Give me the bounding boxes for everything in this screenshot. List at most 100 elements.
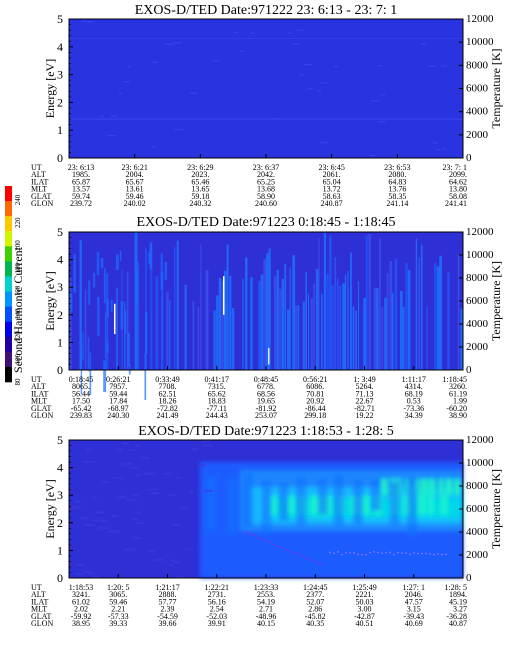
ephemeris-value: 2.39 [161, 605, 175, 614]
spectrogram-cell [377, 65, 382, 67]
ephemeris-value: 240.30 [107, 411, 129, 420]
spectrogram-cell [239, 50, 244, 52]
spectrogram-cell [93, 272, 96, 288]
ephemeris-value: 7315. [208, 382, 226, 391]
ephemeris-value: 47.57 [405, 597, 423, 606]
spectrogram-area [69, 232, 463, 400]
spectrogram-cell [297, 305, 300, 370]
spectrogram-cell [365, 235, 368, 370]
spectrogram-dot [389, 551, 391, 554]
ephemeris-value: 40.35 [306, 619, 324, 628]
spectrogram-cell [139, 456, 150, 459]
spectrogram-cell [73, 254, 76, 293]
ephemeris-value: 1:18:45 [443, 375, 467, 384]
ephemeris-value: 39.33 [109, 619, 127, 628]
colorbar-swatch [5, 246, 12, 262]
spectrogram-cell [329, 235, 332, 370]
spectrogram-dot [244, 531, 246, 534]
colorbar-swatch [5, 291, 12, 307]
spectrogram-cell [129, 448, 136, 451]
y2-tick-label: 8000 [466, 272, 489, 284]
spectrogram-cell [436, 266, 440, 370]
spectrogram-cell [258, 281, 261, 370]
colorbar-tick-label: 80 [14, 378, 22, 386]
ephemeris-value: 59.46 [109, 597, 127, 606]
ephemeris-value: 39.66 [159, 619, 177, 628]
spectrogram-cell [95, 511, 104, 514]
spectrogram-cell [70, 506, 81, 509]
y2-tick-label: 6000 [466, 83, 489, 95]
spectrogram-cell [226, 244, 229, 370]
spectrogram-cell [99, 116, 104, 118]
ephemeris-row-label: GLAT [31, 612, 52, 621]
spectrogram-cell [326, 273, 329, 370]
spectrogram-spike [114, 303, 116, 335]
spectrogram-cell [135, 444, 141, 447]
ephemeris-value: 17.84 [109, 397, 127, 406]
ephemeris-value: 0:33:49 [155, 375, 179, 384]
colorbar-tick-label: 140 [14, 308, 22, 319]
spectrogram-dot [393, 553, 395, 556]
spectrogram-cell [145, 248, 147, 370]
ephemeris-value: 239.83 [70, 411, 92, 420]
spectrogram-blob [428, 478, 436, 496]
ephemeris-value: 2731. [208, 590, 226, 599]
ephemeris-value: 13.65 [191, 185, 209, 194]
spectrogram-cell [336, 277, 339, 370]
ephemeris-value: 2.02 [74, 605, 88, 614]
spectrogram-cell [79, 240, 82, 370]
ephemeris-value: 0.53 [407, 397, 421, 406]
spectrogram-cell [113, 477, 123, 480]
ephemeris-value: 1.99 [453, 397, 467, 406]
ephemeris-value: 7708. [159, 382, 177, 391]
ephemeris-value: 52.07 [306, 597, 324, 606]
spectrogram-cell [83, 20, 87, 22]
spectrogram-cell [457, 254, 460, 370]
spectrogram-cell [420, 244, 423, 370]
spectrogram-background [69, 19, 463, 158]
spectrogram-cell [305, 272, 308, 370]
ephemeris-value: 1:21:17 [155, 583, 179, 592]
ephemeris-value: -42.87 [354, 612, 375, 621]
ephemeris-value: 1:27: 1 [403, 583, 425, 592]
spectrogram-cell [97, 296, 100, 336]
spectrogram-dot [321, 562, 323, 565]
y-tick-label: 0 [57, 571, 63, 585]
spectrogram-cell [200, 464, 206, 467]
spectrogram-cell [460, 308, 463, 370]
spectrogram-cell [344, 274, 347, 370]
spectrogram-cell [82, 331, 84, 361]
y2-tick-label: 2000 [466, 549, 489, 561]
spectrogram-dot [409, 553, 411, 556]
y2-tick-label: 4000 [466, 526, 489, 538]
spectrogram-cell [89, 352, 92, 395]
ephemeris-value: -57.33 [108, 612, 129, 621]
spectrogram-cell [176, 240, 179, 370]
colorbar-swatch [5, 186, 12, 202]
y-tick-label: 1 [57, 335, 63, 349]
y-tick-label: 2 [57, 308, 63, 322]
colorbar-tick-label: 220 [14, 217, 22, 228]
spectrogram-cell [99, 526, 111, 529]
spectrogram-cell [135, 474, 141, 477]
spectrogram-area [69, 440, 463, 579]
ephemeris-value: -39.43 [403, 612, 424, 621]
colorbar-tick-label: 240 [14, 194, 22, 205]
y-tick-label: 3 [57, 68, 63, 82]
ephemeris-value: -52.03 [206, 612, 227, 621]
ephemeris-row-label: ILAT [31, 177, 48, 186]
spectrogram-cell [123, 81, 131, 83]
ephemeris-value: 59.74 [72, 192, 90, 201]
spectrogram-cell [172, 524, 182, 527]
ephemeris-value: 3.15 [407, 605, 421, 614]
ephemeris-value: 23: 6:53 [384, 163, 410, 172]
ephemeris-row-label: MLT [31, 185, 47, 194]
spectrogram-cell [435, 149, 441, 151]
spectrogram-cell [421, 43, 427, 45]
colorbar-tick-label: 160 [14, 285, 22, 296]
spectrogram-cell [127, 332, 130, 367]
ephemeris-value: 2046. [405, 590, 423, 599]
spectrogram-dot [269, 541, 272, 544]
ephemeris-value: 2004. [126, 170, 144, 179]
ephemeris-row-label: ILAT [31, 389, 48, 398]
